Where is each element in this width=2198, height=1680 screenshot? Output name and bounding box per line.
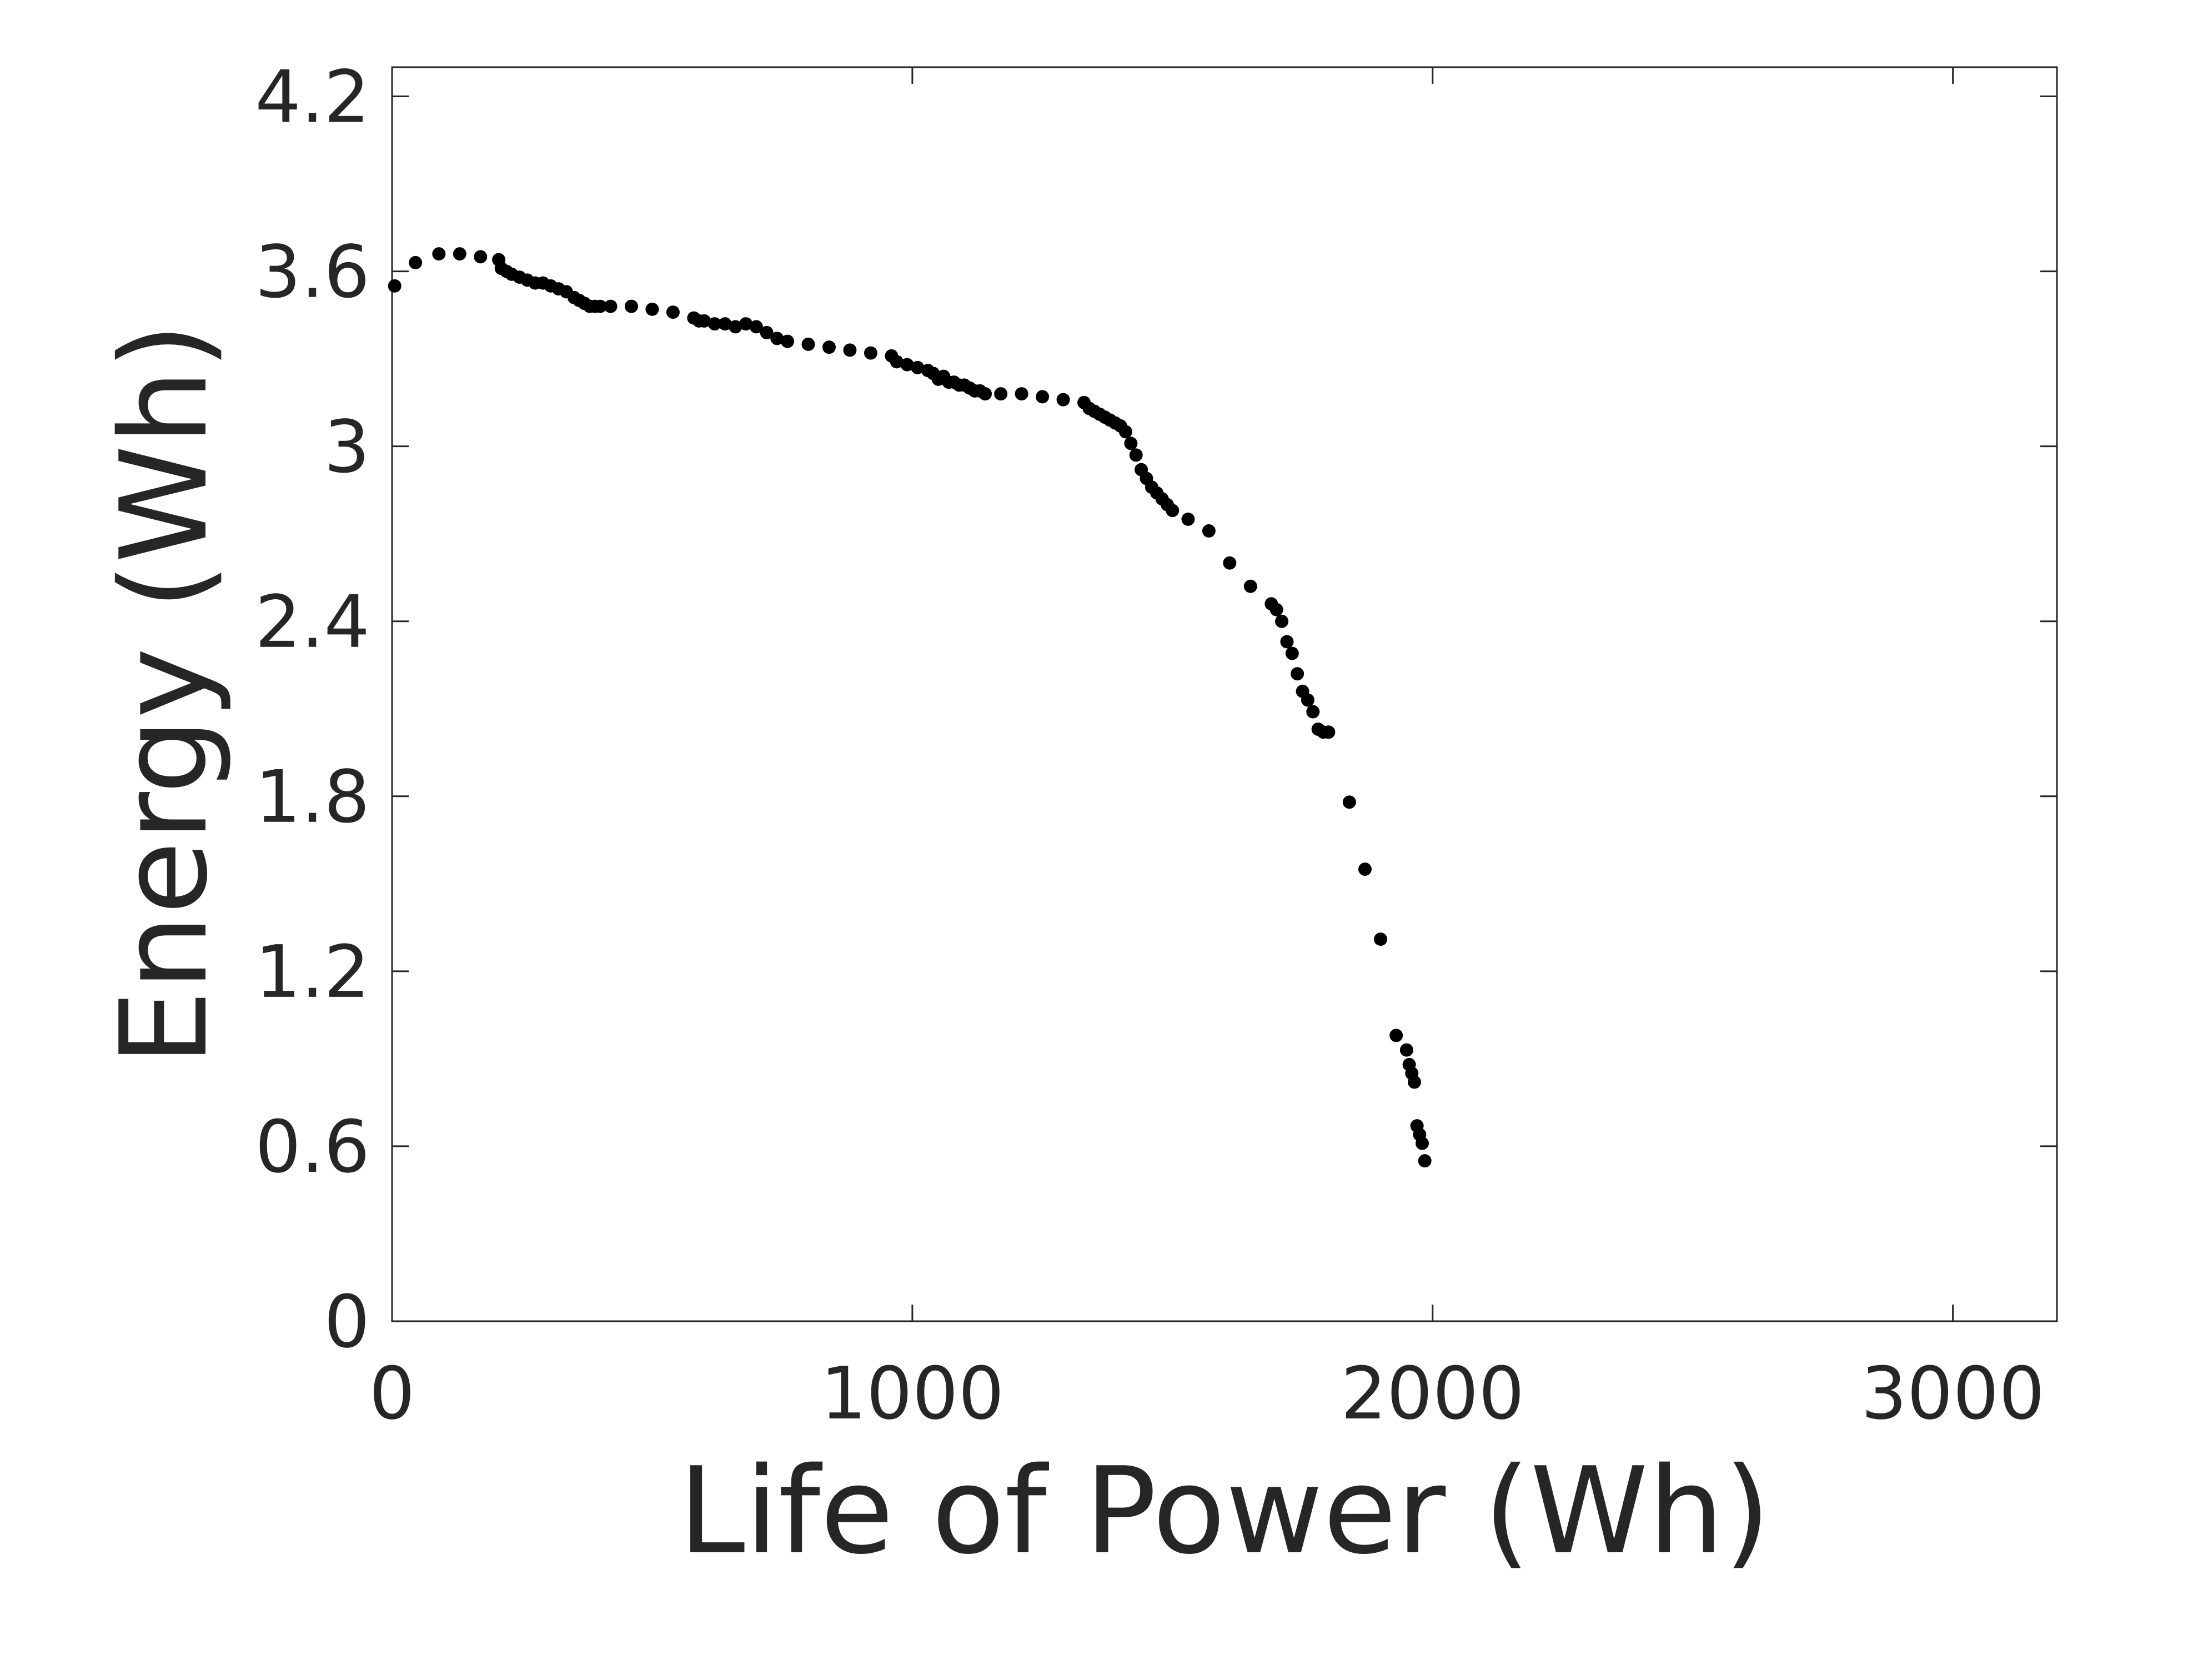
data-point xyxy=(900,358,914,372)
data-point xyxy=(1418,1154,1432,1168)
data-point xyxy=(1399,1043,1413,1057)
data-point xyxy=(864,346,877,360)
x-axis-label: Life of Power (Wh) xyxy=(679,1441,1770,1581)
data-point xyxy=(593,299,607,313)
data-point xyxy=(739,317,753,331)
x-axis: 0 1000 2000 3000 xyxy=(369,67,2045,1436)
x-tick-label: 1000 xyxy=(820,1351,1004,1436)
data-point xyxy=(409,255,423,269)
data-point xyxy=(645,302,659,316)
data-point xyxy=(1322,725,1336,739)
data-point xyxy=(1280,635,1294,649)
data-point xyxy=(911,360,925,374)
y-tick-label: 3.6 xyxy=(255,230,370,314)
data-point xyxy=(707,317,721,331)
data-point xyxy=(1243,579,1257,593)
data-point xyxy=(718,317,732,331)
plot-area xyxy=(391,66,2058,1322)
data-point xyxy=(1416,1136,1429,1150)
data-point xyxy=(1166,504,1180,518)
y-tick-label: 0.6 xyxy=(255,1105,370,1189)
data-point xyxy=(749,320,763,334)
data-point xyxy=(729,320,742,334)
data-point xyxy=(781,334,795,348)
y-tick-label: 1.8 xyxy=(255,755,370,839)
data-point xyxy=(432,247,446,261)
data-point xyxy=(1181,512,1195,526)
data-point xyxy=(1285,646,1299,660)
data-point xyxy=(1374,932,1388,946)
data-point xyxy=(697,314,711,328)
data-point xyxy=(978,387,992,401)
y-axis: 0 0.6 1.2 1.8 2.4 3 3.6 4.2 xyxy=(255,55,2057,1364)
data-point xyxy=(666,305,680,319)
data-point xyxy=(801,337,815,351)
data-point xyxy=(1407,1075,1421,1089)
data-point xyxy=(453,247,466,261)
data-point xyxy=(1129,448,1143,462)
data-point xyxy=(843,343,857,357)
data-point xyxy=(388,279,402,293)
data-point xyxy=(1036,390,1050,404)
y-tick-label: 2.4 xyxy=(255,580,370,664)
data-point xyxy=(474,250,488,264)
data-point xyxy=(1358,862,1372,876)
data-series xyxy=(388,247,1432,1168)
y-tick-label: 3 xyxy=(324,405,370,489)
data-point xyxy=(1202,524,1216,538)
data-point xyxy=(890,355,904,369)
y-axis-label: Energy (Wh) xyxy=(94,323,234,1066)
data-point xyxy=(1306,705,1320,719)
y-tick-label: 0 xyxy=(324,1280,370,1364)
data-point xyxy=(760,325,774,339)
data-point xyxy=(1124,437,1138,450)
data-point xyxy=(1342,795,1356,809)
data-point xyxy=(624,299,638,313)
data-point xyxy=(822,340,836,354)
y-tick-label: 1.2 xyxy=(255,930,370,1014)
y-tick-label: 4.2 xyxy=(255,55,370,139)
data-point xyxy=(994,387,1008,401)
data-point xyxy=(1269,603,1283,616)
x-tick-label: 3000 xyxy=(1861,1351,2045,1436)
data-point xyxy=(1389,1029,1403,1042)
data-point xyxy=(1056,393,1070,407)
x-tick-label: 0 xyxy=(369,1351,415,1436)
data-point xyxy=(1301,693,1314,707)
data-point xyxy=(1118,425,1132,439)
data-point xyxy=(770,332,784,345)
data-point xyxy=(1223,556,1237,570)
data-point xyxy=(1015,387,1028,401)
data-point xyxy=(1291,667,1304,681)
data-point xyxy=(604,299,618,313)
x-tick-label: 2000 xyxy=(1341,1351,1524,1436)
data-point xyxy=(1275,614,1289,628)
